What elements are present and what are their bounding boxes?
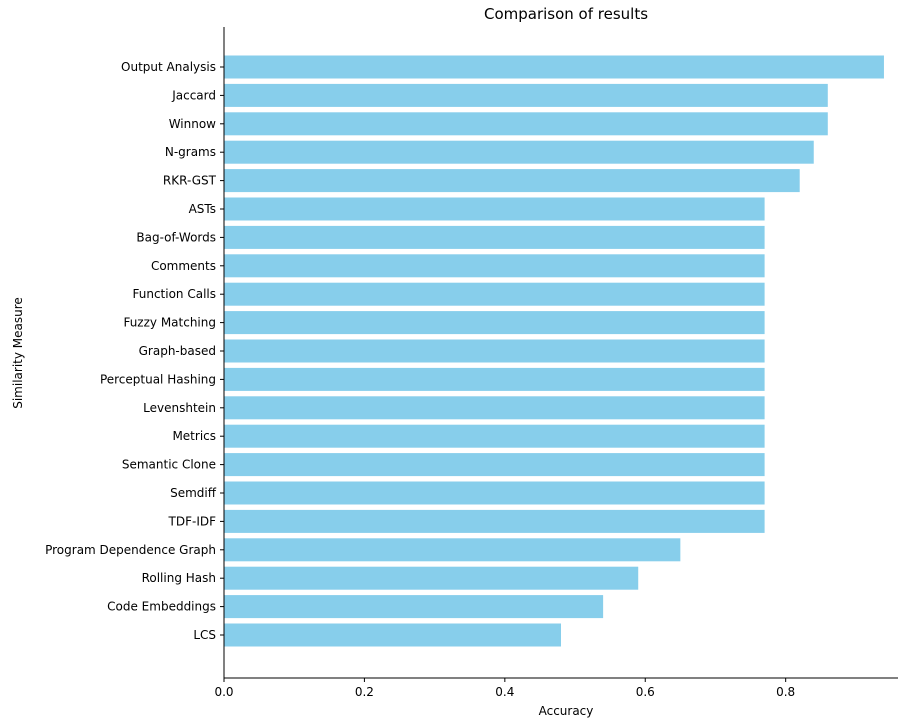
bar-semantic-clone (224, 453, 765, 477)
bar-program-dependence-graph (224, 538, 681, 562)
bar-lcs (224, 623, 561, 647)
y-tick-label: Semdiff (170, 486, 217, 500)
y-tick-label: Output Analysis (121, 60, 216, 74)
y-tick-label: Fuzzy Matching (123, 316, 216, 330)
x-tick-label: 0.0 (214, 685, 233, 699)
x-ticks-group: 0.0 0.2 0.4 0.6 0.8 (214, 678, 795, 699)
bar-bag-of-words (224, 225, 765, 249)
chart-title: Comparison of results (484, 5, 648, 23)
x-tick-label: 0.6 (636, 685, 655, 699)
bar-rkr-gst (224, 169, 800, 193)
y-tick-label: Winnow (169, 117, 216, 131)
bar-output-analysis (224, 55, 884, 79)
y-tick-label: TDF-IDF (168, 514, 217, 528)
bar-jaccard (224, 83, 828, 107)
bars-group (224, 55, 884, 647)
y-tick-label: N-grams (165, 145, 216, 159)
x-tick-label: 0.2 (355, 685, 374, 699)
x-tick-label: 0.8 (776, 685, 795, 699)
bar-levenshtein (224, 396, 765, 420)
bar-comments (224, 254, 765, 278)
bar-semdiff (224, 481, 765, 505)
bar-rolling-hash (224, 566, 639, 590)
bar-function-calls (224, 282, 765, 306)
y-tick-label: Semantic Clone (122, 458, 216, 472)
bar-metrics (224, 424, 765, 448)
y-tick-label: Levenshtein (143, 401, 216, 415)
y-tick-label: Comments (151, 259, 216, 273)
y-tick-label: Metrics (172, 429, 216, 443)
y-tick-label: Bag-of-Words (136, 230, 216, 244)
bar-graph-based (224, 339, 765, 363)
bar-n-grams (224, 140, 814, 164)
bar-code-embeddings (224, 595, 604, 619)
y-tick-label: Jaccard (171, 88, 216, 102)
y-tick-label: ASTs (189, 202, 216, 216)
y-tick-label: Code Embeddings (107, 600, 216, 614)
bar-fuzzy-matching (224, 311, 765, 335)
y-tick-label: Rolling Hash (142, 571, 216, 585)
y-tick-label: LCS (193, 628, 216, 642)
bar-perceptual-hashing (224, 367, 765, 391)
y-tick-label: Function Calls (132, 287, 216, 301)
y-ticks-group: Output Analysis Jaccard Winnow N-grams RKR-G… (45, 60, 224, 642)
y-tick-label: Graph-based (139, 344, 216, 358)
y-tick-label: Program Dependence Graph (45, 543, 216, 557)
x-tick-label: 0.4 (495, 685, 514, 699)
y-tick-label: Perceptual Hashing (100, 372, 216, 386)
bar-winnow (224, 112, 828, 136)
y-tick-label: RKR-GST (163, 174, 217, 188)
bar-tdf-idf (224, 509, 765, 533)
x-axis-label: Accuracy (539, 704, 594, 718)
y-axis-label: Similarity Measure (11, 297, 25, 409)
bar-asts (224, 197, 765, 221)
